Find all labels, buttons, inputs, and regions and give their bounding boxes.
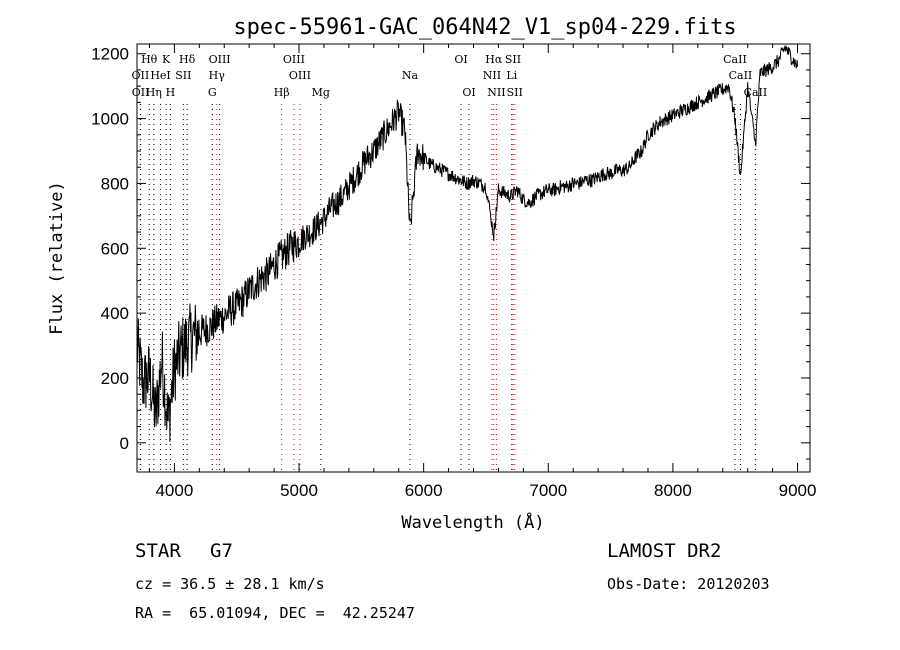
emission-line-markers (139, 104, 756, 472)
object-class: STAR (135, 540, 181, 562)
y-tick-label: 800 (101, 174, 129, 193)
emission-line-label: OII (132, 69, 150, 82)
emission-line-label: Hγ (209, 69, 226, 82)
emission-line-label: SII (507, 86, 523, 99)
emission-line-label: Hη (146, 86, 162, 99)
emission-line-label: Hα (485, 53, 503, 66)
y-tick-label: 200 (101, 369, 129, 388)
emission-line-label: OIII (289, 69, 311, 82)
x-axis-label: Wavelength (Å) (401, 511, 544, 533)
x-tick-label: 8000 (654, 481, 692, 500)
emission-line-label: NII (483, 69, 501, 82)
x-axis-ticks: 4000 5000 6000 7000 8000 9000 (148, 44, 817, 500)
emission-line-label: Mg (312, 86, 330, 99)
emission-line-label: CaII (723, 53, 747, 66)
y-tick-label: 1000 (91, 110, 129, 129)
emission-line-label: SII (505, 53, 521, 66)
emission-line-label: K (162, 53, 171, 66)
x-tick-label: 5000 (280, 481, 318, 500)
emission-line-label: G (208, 86, 217, 99)
emission-line-label: Hθ (141, 53, 158, 66)
emission-line-label: Na (402, 69, 419, 82)
emission-line-label: Li (506, 69, 517, 82)
emission-line-label: CaII (729, 69, 753, 82)
obs-date-text: Obs-Date: 20120203 (607, 575, 770, 593)
chart-title: spec-55961-GAC_064N42_V1_sp04-229.fits (233, 15, 736, 40)
object-subclass: G7 (210, 540, 233, 562)
emission-line-label: OI (462, 86, 475, 99)
y-tick-label: 600 (101, 239, 129, 258)
emission-line-label: H (166, 86, 176, 99)
x-tick-label: 9000 (779, 481, 817, 500)
emission-line-label: OIII (283, 53, 305, 66)
y-tick-label: 400 (101, 304, 129, 323)
y-tick-label: 0 (120, 434, 129, 453)
emission-line-label: SII (175, 69, 191, 82)
emission-line-label: HeI (150, 69, 170, 82)
emission-line-label: OII (132, 86, 150, 99)
x-tick-label: 7000 (529, 481, 567, 500)
survey-name: LAMOST DR2 (607, 540, 722, 562)
y-axis-ticks: 0 200 400 600 800 1000 1200 (91, 45, 810, 460)
plot-frame (136, 43, 811, 473)
y-axis-label: Flux (relative) (47, 181, 67, 335)
x-tick-label: 4000 (155, 481, 193, 500)
y-tick-label: 1200 (91, 45, 129, 64)
emission-line-label: Hβ (274, 86, 290, 99)
spectrum-series-line (136, 45, 798, 442)
coordinates-text: RA = 65.01094, DEC = 42.25247 (135, 604, 415, 622)
emission-line-label: OI (454, 53, 467, 66)
emission-line-label: OIII (209, 53, 231, 66)
x-tick-label: 6000 (405, 481, 443, 500)
emission-line-label: NII (487, 86, 505, 99)
redshift-text: cz = 36.5 ± 28.1 km/s (135, 575, 325, 593)
emission-line-label: Hδ (179, 53, 196, 66)
